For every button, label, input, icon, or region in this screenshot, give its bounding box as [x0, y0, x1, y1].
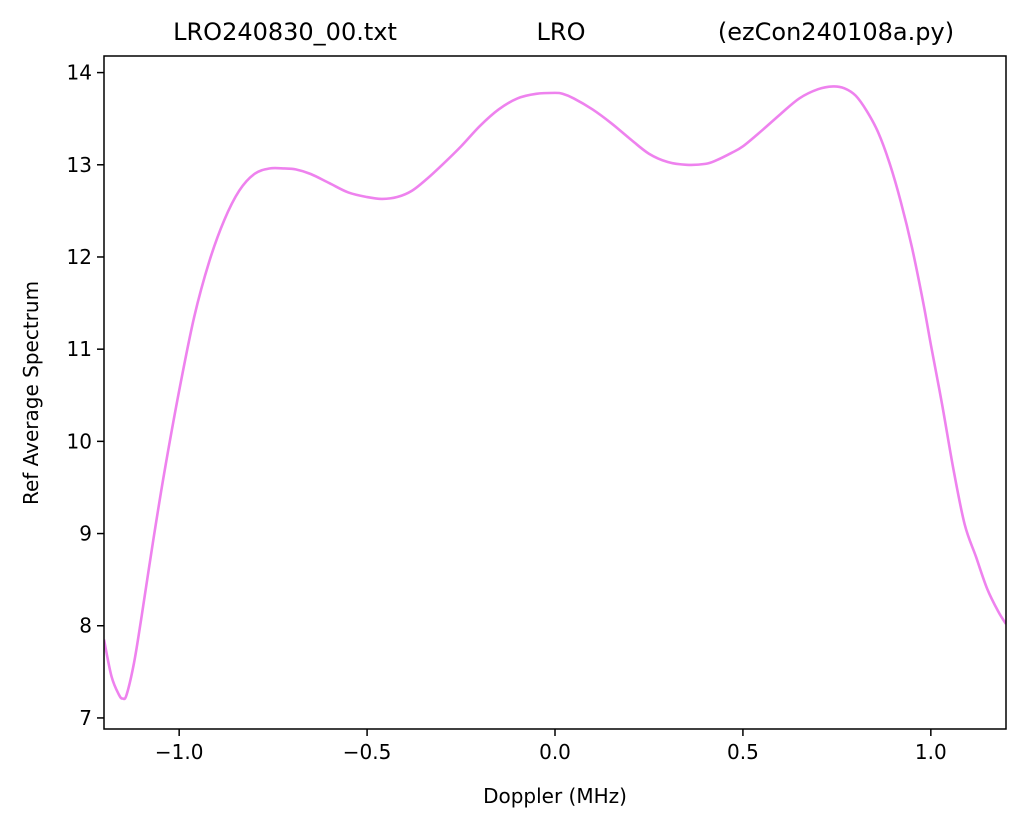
x-tick-label: 0.5: [727, 740, 759, 764]
title-filename: LRO240830_00.txt: [173, 18, 397, 46]
title-program: (ezCon240108a.py): [718, 18, 954, 46]
series-line-0: [104, 85, 1006, 701]
chart-title: LRO240830_00.txt LRO (ezCon240108a.py): [173, 18, 954, 46]
y-tick-label: 13: [67, 153, 92, 177]
x-tick-label: −0.5: [343, 740, 392, 764]
x-tick-label: 1.0: [915, 740, 947, 764]
y-axis-label: Ref Average Spectrum: [19, 281, 43, 505]
y-tick-label: 10: [67, 429, 92, 453]
y-tick-label: 7: [79, 706, 92, 730]
y-tick-label: 14: [67, 61, 92, 85]
y-tick-label: 9: [79, 522, 92, 546]
y-tick-label: 11: [67, 337, 92, 361]
y-tick-label: 12: [67, 245, 92, 269]
y-tick-label: 8: [79, 614, 92, 638]
x-tick-label: 0.0: [539, 740, 571, 764]
y-axis: 7 8 9 10 11 12 13 14: [67, 61, 104, 730]
x-tick-label: −1.0: [155, 740, 204, 764]
x-axis: −1.0 −0.5 0.0 0.5 1.0: [155, 729, 947, 764]
title-station: LRO: [537, 18, 586, 46]
x-axis-label: Doppler (MHz): [483, 784, 627, 808]
series-group: [104, 85, 1006, 701]
